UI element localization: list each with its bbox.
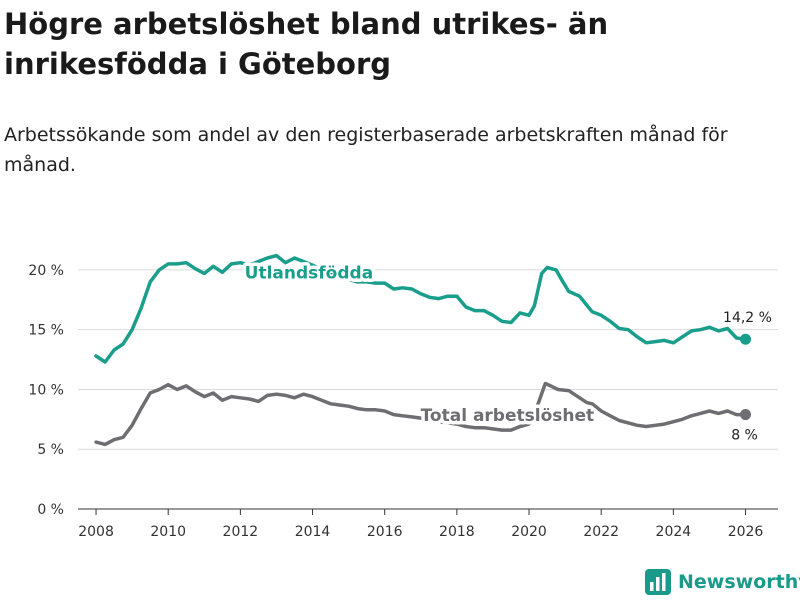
y-tick-label: 10 % bbox=[28, 382, 64, 398]
x-tick-label: 2018 bbox=[439, 524, 475, 540]
x-tick-label: 2016 bbox=[367, 524, 403, 540]
y-tick-label: 15 % bbox=[28, 323, 64, 339]
chart-subtitle: Arbetssökande som andel av den registerb… bbox=[4, 124, 728, 176]
x-tick-label: 2024 bbox=[656, 524, 692, 540]
brand-name: Newsworthy bbox=[678, 571, 800, 593]
end-value-label-1: 8 % bbox=[731, 428, 758, 444]
series-name-label-0: Utlandsfödda bbox=[245, 263, 374, 283]
chart-title: Högre arbetslöshet bland utrikes- än inr… bbox=[4, 7, 609, 81]
y-tick-label: 0 % bbox=[37, 502, 64, 518]
series-line-0 bbox=[94, 253, 748, 364]
x-tick-label: 2014 bbox=[295, 524, 331, 540]
y-tick-label: 5 % bbox=[37, 442, 64, 458]
series-name-label-1: Total arbetslöshet bbox=[421, 406, 595, 426]
x-tick-label: 2008 bbox=[78, 524, 114, 540]
x-tick-label: 2020 bbox=[511, 524, 547, 540]
series-end-point-0 bbox=[740, 333, 752, 345]
series-line-1 bbox=[94, 381, 748, 447]
x-tick-label: 2010 bbox=[150, 524, 186, 540]
x-tick-label: 2026 bbox=[728, 524, 764, 540]
end-value-label-0: 14,2 % bbox=[723, 310, 772, 326]
bar-chart-logo-icon bbox=[645, 569, 671, 595]
x-tick-label: 2012 bbox=[223, 524, 259, 540]
brand-logo: Newsworthy bbox=[644, 568, 800, 596]
x-tick-label: 2022 bbox=[583, 524, 619, 540]
y-tick-label: 20 % bbox=[28, 263, 64, 279]
series-end-point-1 bbox=[740, 409, 752, 421]
